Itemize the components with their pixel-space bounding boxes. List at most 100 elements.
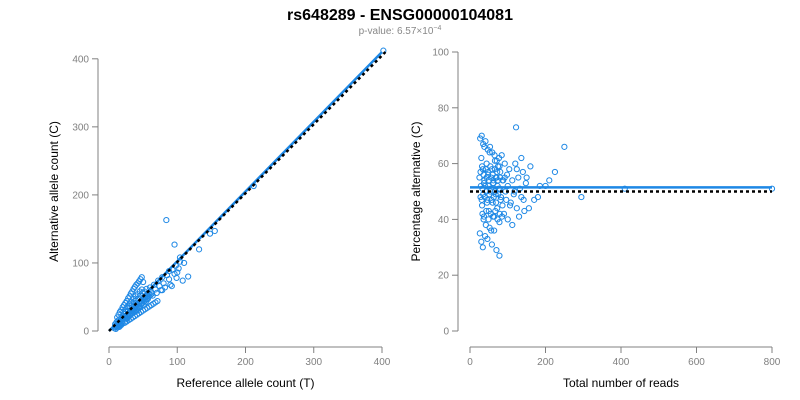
data-point bbox=[519, 168, 526, 176]
data-point bbox=[546, 177, 553, 184]
x-tick-label: 600 bbox=[688, 357, 705, 368]
data-point bbox=[512, 124, 520, 131]
chart-title: rs648289 - ENSG00000104081 bbox=[287, 7, 513, 24]
data-point bbox=[478, 238, 485, 245]
data-point bbox=[507, 199, 514, 206]
data-point bbox=[136, 288, 143, 295]
data-point bbox=[486, 224, 493, 231]
data-point bbox=[501, 160, 508, 167]
y-tick-label: 400 bbox=[72, 54, 89, 65]
data-point bbox=[167, 281, 174, 288]
x-tick-label: 200 bbox=[537, 357, 554, 368]
data-point bbox=[132, 293, 139, 300]
data-point bbox=[180, 259, 188, 267]
data-point bbox=[484, 235, 491, 243]
data-point bbox=[534, 193, 542, 201]
data-point bbox=[491, 227, 498, 234]
data-point bbox=[551, 168, 559, 176]
data-point bbox=[495, 191, 502, 198]
data-point bbox=[156, 282, 163, 290]
y-tick-label: 100 bbox=[432, 48, 449, 59]
data-point bbox=[479, 244, 486, 251]
subtitle-exponent: −4 bbox=[433, 25, 441, 32]
data-point bbox=[482, 138, 489, 145]
data-point bbox=[493, 246, 500, 254]
y-tick-label: 20 bbox=[438, 271, 450, 282]
data-point bbox=[488, 241, 495, 248]
data-point bbox=[515, 174, 522, 181]
data-point bbox=[518, 154, 525, 162]
data-point bbox=[512, 160, 519, 167]
data-point bbox=[126, 300, 133, 307]
y-tick-label: 0 bbox=[83, 327, 89, 338]
subtitle-pvalue: p-value: 6.57×10 bbox=[359, 26, 434, 37]
data-point bbox=[476, 174, 483, 181]
x-tick-label: 0 bbox=[106, 357, 112, 368]
data-point bbox=[486, 143, 494, 150]
data-point bbox=[487, 163, 494, 170]
y-tick-label: 80 bbox=[438, 103, 450, 114]
data-point bbox=[494, 216, 501, 223]
panel-allele-counts: 0 100 200 300 400 0 100 200 300 400 Reference alle… bbox=[47, 47, 391, 390]
data-point bbox=[481, 193, 488, 201]
data-point bbox=[138, 286, 145, 293]
panel-percentage-alternative: 0 200 400 600 800 0 20 40 60 80 100 Total number of… bbox=[409, 48, 781, 391]
data-point bbox=[525, 205, 532, 212]
data-point bbox=[489, 213, 497, 220]
data-point bbox=[159, 287, 166, 294]
data-point bbox=[494, 168, 501, 176]
data-point bbox=[163, 216, 170, 224]
data-point bbox=[171, 241, 178, 248]
data-point bbox=[578, 193, 585, 201]
data-point bbox=[476, 230, 483, 237]
data-point bbox=[491, 152, 498, 159]
y-axis-title: Alternative allele count (C) bbox=[47, 121, 61, 262]
data-point bbox=[506, 166, 513, 173]
data-point bbox=[480, 213, 488, 220]
data-point bbox=[496, 252, 503, 259]
data-point bbox=[504, 216, 511, 223]
data-point bbox=[117, 321, 124, 328]
data-point bbox=[195, 246, 203, 253]
y-tick-label: 100 bbox=[72, 258, 89, 269]
data-point bbox=[168, 282, 175, 290]
data-point bbox=[520, 196, 527, 203]
x-tick-label: 400 bbox=[374, 357, 391, 368]
data-point bbox=[211, 227, 218, 235]
data-point bbox=[483, 199, 491, 206]
data-point bbox=[527, 163, 534, 170]
x-tick-label: 0 bbox=[467, 357, 473, 368]
data-point bbox=[175, 265, 182, 272]
data-point bbox=[478, 132, 485, 139]
data-point bbox=[492, 199, 500, 206]
data-point bbox=[489, 180, 497, 187]
data-point bbox=[485, 216, 492, 223]
data-point bbox=[513, 166, 520, 173]
y-tick-label: 0 bbox=[443, 327, 449, 338]
data-point bbox=[511, 188, 518, 195]
data-point bbox=[206, 230, 214, 237]
data-point bbox=[155, 277, 162, 284]
data-point bbox=[160, 280, 167, 287]
data-point bbox=[179, 277, 186, 284]
data-point bbox=[173, 274, 180, 282]
data-point bbox=[147, 291, 154, 299]
data-point bbox=[509, 221, 516, 229]
x-tick-label: 300 bbox=[305, 357, 322, 368]
y-tick-label: 300 bbox=[72, 122, 89, 133]
data-point bbox=[561, 143, 568, 150]
data-point bbox=[148, 290, 156, 297]
data-point bbox=[506, 202, 514, 209]
chart-subtitle: p-value: 6.57×10−4 bbox=[359, 25, 442, 37]
y-tick-label: 40 bbox=[438, 215, 450, 226]
x-tick-label: 100 bbox=[169, 357, 186, 368]
data-point bbox=[499, 202, 506, 209]
data-point bbox=[515, 213, 523, 220]
x-tick-label: 800 bbox=[764, 357, 781, 368]
y-tick-label: 60 bbox=[438, 159, 450, 170]
x-tick-label: 200 bbox=[237, 357, 254, 368]
data-point bbox=[492, 207, 499, 215]
data-point bbox=[165, 276, 173, 283]
